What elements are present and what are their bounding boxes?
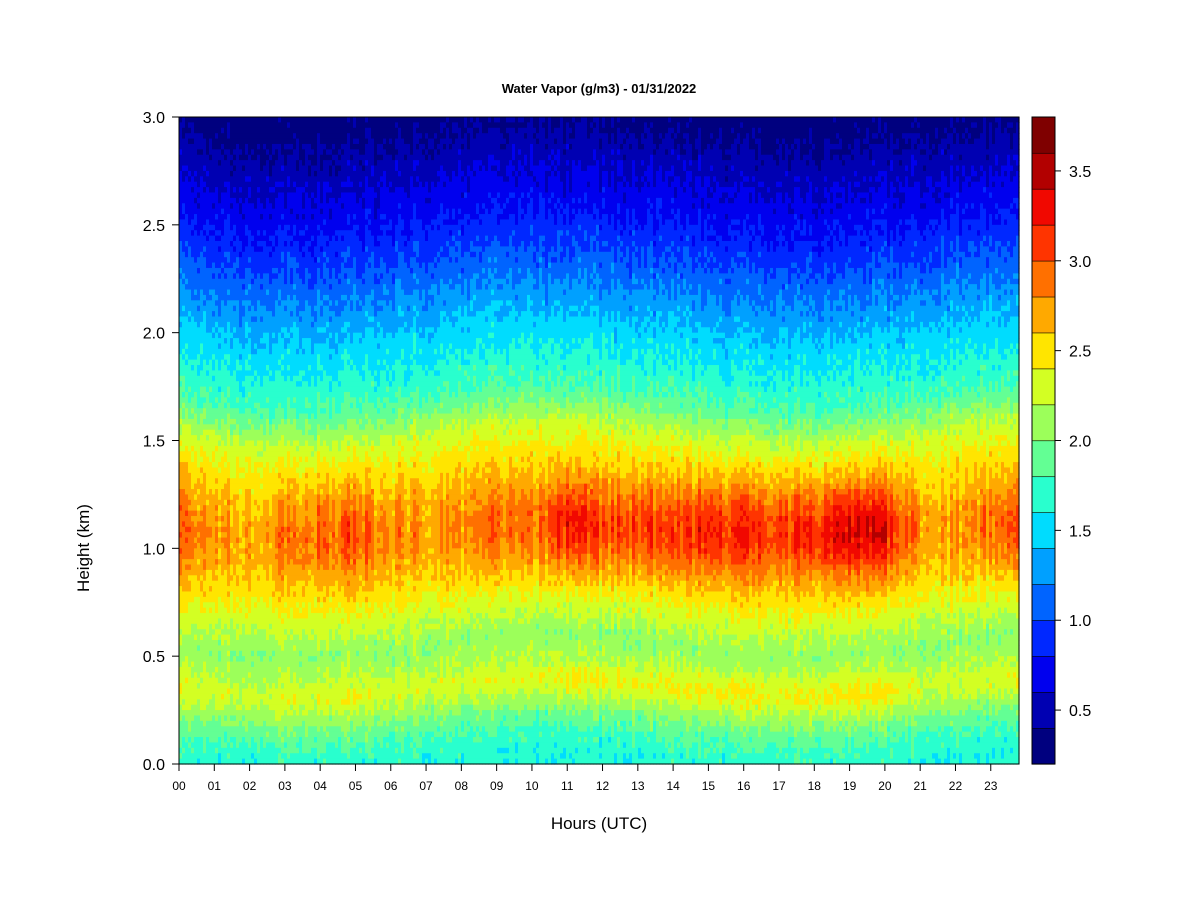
- chart-title: Water Vapor (g/m3) - 01/31/2022: [502, 81, 697, 96]
- heatmap-field: [179, 117, 1020, 765]
